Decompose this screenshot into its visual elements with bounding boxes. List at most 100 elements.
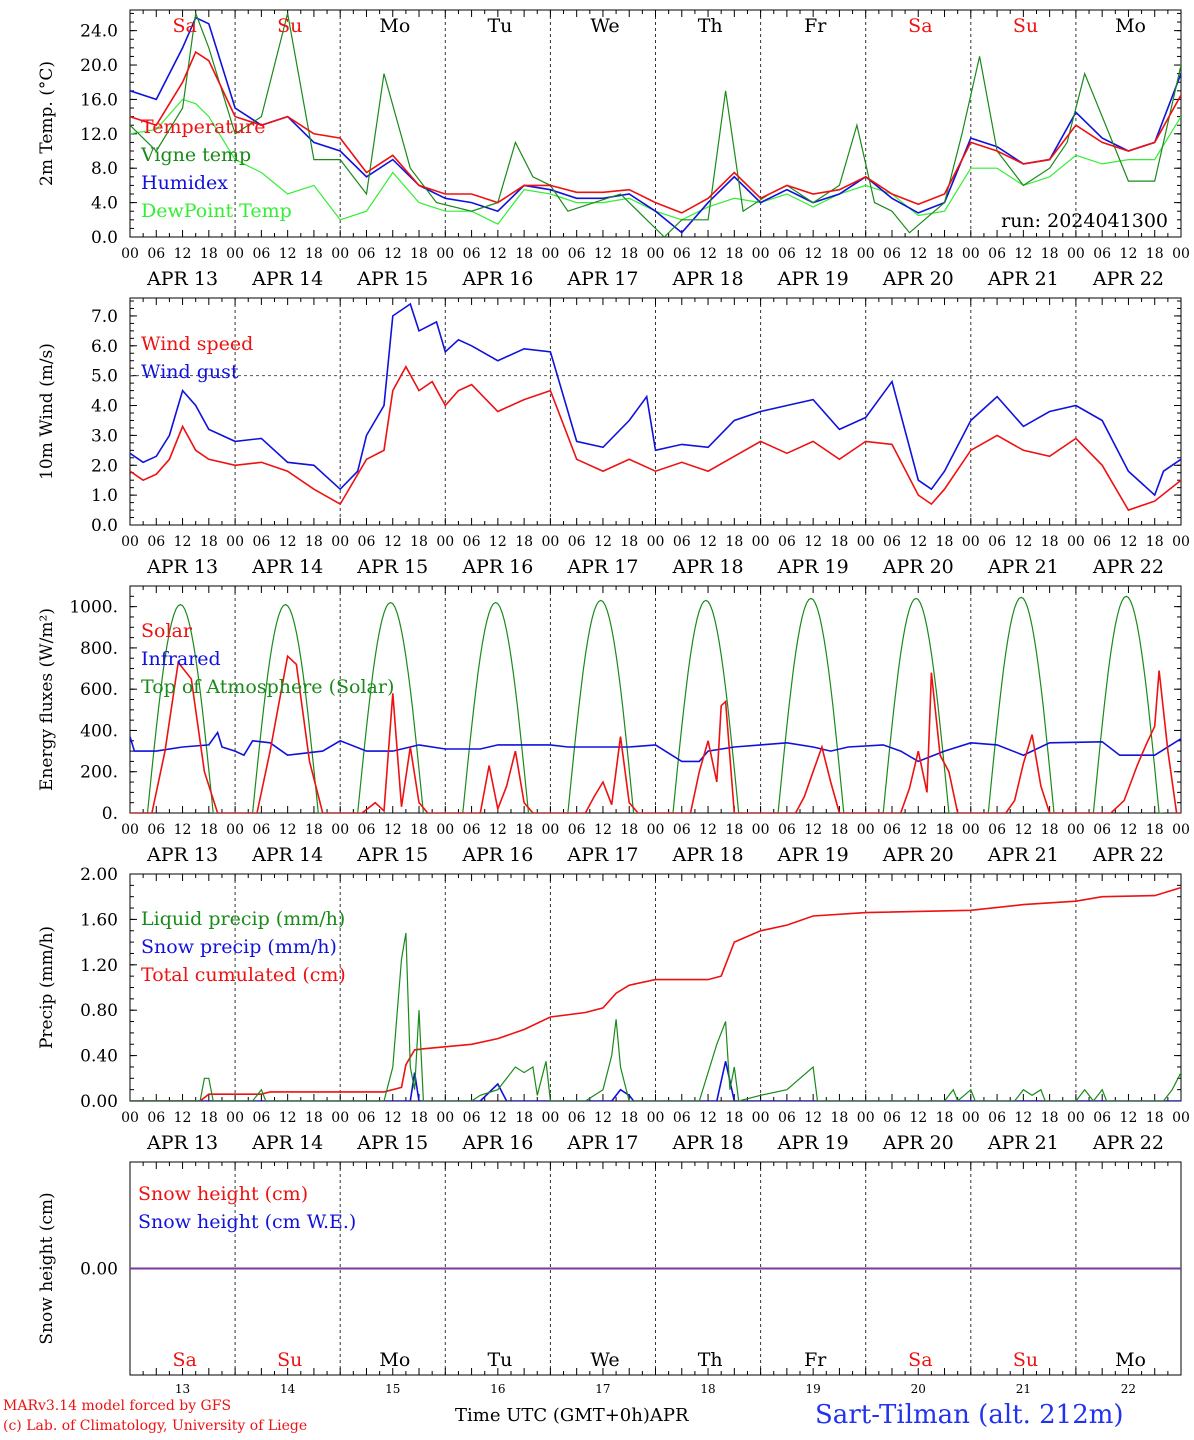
hour-label: 18 [936, 246, 954, 262]
legend-entry: Infrared [141, 648, 221, 670]
top-of-atmosphere-solar-line [983, 596, 1059, 813]
hour-label: 12 [1014, 534, 1032, 550]
hour-label: 12 [174, 822, 192, 838]
y-tick-label: 1000. [69, 598, 118, 618]
hour-label: 12 [594, 534, 612, 550]
hour-label: 00 [331, 534, 349, 550]
panel-1: 0.0 4.0 8.0 12.0 16.0 20.0 24.0 2m Temp. (°C) Te… [37, 9, 1190, 290]
hour-label: 00 [962, 822, 980, 838]
day-number-label: 14 [280, 1382, 296, 1396]
liquid-precip-mm-h-line [130, 932, 1181, 1101]
date-label: APR 19 [777, 1132, 849, 1154]
hour-label: 00 [1172, 534, 1190, 550]
hour-label: 06 [252, 246, 270, 262]
hour-label: 00 [331, 246, 349, 262]
y-tick-label: 12.0 [80, 125, 118, 145]
hour-label: 00 [436, 822, 454, 838]
date-label: APR 14 [251, 268, 323, 290]
hour-label: 12 [279, 246, 297, 262]
hour-label: 06 [1093, 1110, 1111, 1126]
hour-label: 06 [883, 1110, 901, 1126]
day-number-label: 19 [806, 1382, 821, 1396]
hour-label: 06 [988, 822, 1006, 838]
hour-label: 00 [541, 1110, 559, 1126]
hour-label: 18 [725, 1110, 743, 1126]
date-label: APR 13 [146, 844, 218, 866]
hour-label: 18 [410, 534, 428, 550]
hour-label: 00 [647, 1110, 665, 1126]
weekday-label: We [590, 1349, 619, 1371]
hour-label: 12 [279, 822, 297, 838]
wind-speed-line [130, 365, 1181, 512]
y-tick-label: 2.0 [91, 456, 118, 476]
hour-label: 00 [226, 822, 244, 838]
hour-label: 18 [936, 822, 954, 838]
hour-label: 12 [909, 534, 927, 550]
hour-label: 00 [752, 1110, 770, 1126]
y-tick-label: 0.0 [91, 516, 118, 536]
date-label: APR 19 [777, 844, 849, 866]
hour-label: 18 [1146, 822, 1164, 838]
hour-label: 00 [1067, 1110, 1085, 1126]
hour-label: 06 [463, 534, 481, 550]
hour-label: 18 [831, 246, 849, 262]
hour-label: 00 [647, 246, 665, 262]
legend-entry: Wind gust [141, 361, 239, 383]
legend-entry: Liquid precip (mm/h) [141, 908, 345, 930]
legend-entry: Solar [141, 620, 193, 642]
hour-label: 00 [1067, 246, 1085, 262]
hour-label: 06 [673, 246, 691, 262]
hour-label: 06 [252, 534, 270, 550]
date-label: APR 16 [461, 844, 533, 866]
date-label: APR 20 [882, 556, 954, 578]
top-of-atmosphere-solar-line [143, 603, 218, 813]
hour-label: 06 [463, 1110, 481, 1126]
weekday-label: Fr [804, 15, 827, 37]
y-tick-label: 7.0 [91, 307, 118, 327]
date-label: APR 21 [987, 556, 1059, 578]
y-tick-label: 0.00 [80, 1260, 118, 1280]
day-number-label: 22 [1121, 1382, 1136, 1396]
hour-label: 18 [831, 822, 849, 838]
legend-entry: Total cumulated (cm) [141, 964, 346, 986]
hour-label: 18 [1146, 246, 1164, 262]
date-label: APR 21 [987, 268, 1059, 290]
hour-label: 06 [1093, 534, 1111, 550]
hour-label: 00 [331, 822, 349, 838]
y-tick-label: 16.0 [80, 90, 118, 110]
y-axis-title: Precip (mm/h) [37, 926, 57, 1049]
top-of-atmosphere-solar-line [1089, 595, 1164, 813]
hour-label: 18 [305, 534, 323, 550]
hour-label: 00 [962, 246, 980, 262]
day-number-label: 13 [175, 1382, 190, 1396]
hour-label: 18 [410, 1110, 428, 1126]
date-label: APR 14 [251, 556, 323, 578]
hour-label: 06 [568, 1110, 586, 1126]
weekday-label: Mo [379, 15, 410, 37]
date-label: APR 20 [882, 268, 954, 290]
hour-label: 18 [1041, 534, 1059, 550]
date-label: APR 22 [1092, 844, 1164, 866]
hour-label: 18 [620, 534, 638, 550]
y-tick-label: 3.0 [91, 426, 118, 446]
hour-label: 12 [804, 822, 822, 838]
weekday-label: Sa [172, 1349, 196, 1371]
hour-label: 12 [174, 246, 192, 262]
date-label: APR 17 [566, 268, 638, 290]
dewpoint-temp-line [130, 98, 1181, 225]
date-label: APR 17 [566, 844, 638, 866]
hour-label: 00 [857, 822, 875, 838]
hour-label: 12 [699, 534, 717, 550]
y-axis-title: 10m Wind (m/s) [37, 343, 57, 480]
hour-label: 12 [279, 1110, 297, 1126]
hour-label: 18 [725, 534, 743, 550]
hour-label: 00 [1067, 822, 1085, 838]
hour-label: 18 [305, 246, 323, 262]
hour-label: 00 [121, 246, 139, 262]
hour-label: 06 [147, 1110, 165, 1126]
hour-label: 06 [1093, 822, 1111, 838]
hour-label: 00 [436, 1110, 454, 1126]
hour-label: 06 [147, 246, 165, 262]
date-label: APR 18 [672, 844, 744, 866]
hour-label: 00 [857, 534, 875, 550]
